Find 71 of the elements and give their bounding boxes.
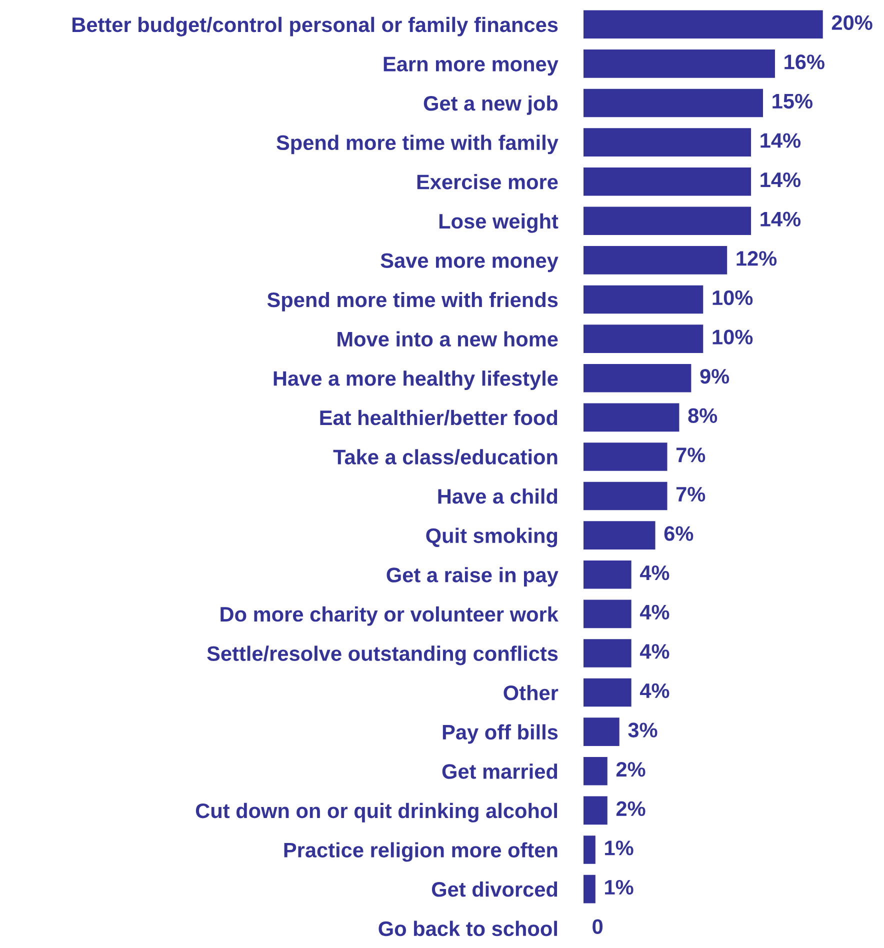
y-tick-label: Get a new job xyxy=(424,95,558,115)
data-label: 4% xyxy=(640,683,670,698)
data-label: 6% xyxy=(664,526,694,541)
data-label: 10% xyxy=(712,330,753,344)
data-label: 10% xyxy=(712,290,753,306)
data-label: 14% xyxy=(760,172,801,188)
y-tick-label: Practice religion more often xyxy=(284,842,558,862)
y-tick-label: Go back to school xyxy=(378,920,557,936)
y-tick-label: Exercise more xyxy=(417,174,558,190)
data-label: 1% xyxy=(605,880,634,895)
y-tick-label: Have a more healthy lifestyle xyxy=(274,370,558,390)
bar xyxy=(583,50,775,78)
bar xyxy=(583,167,752,196)
data-label: 16% xyxy=(784,54,824,70)
data-label: 20% xyxy=(832,15,872,30)
y-tick-label: Take a class/education xyxy=(333,449,558,465)
data-label: 1% xyxy=(605,840,634,856)
bar xyxy=(583,600,632,628)
y-tick-label: Lose weight xyxy=(439,213,558,233)
data-label: 14% xyxy=(760,133,801,148)
data-label: 8% xyxy=(688,408,718,424)
bar xyxy=(583,246,728,274)
y-tick-label: Settle/resolve outstanding conflicts xyxy=(207,646,558,666)
bar xyxy=(583,285,704,314)
bar xyxy=(583,10,823,39)
bar xyxy=(583,364,692,392)
bar xyxy=(583,521,656,550)
data-label: 2% xyxy=(616,762,646,777)
y-tick-label: Do more charity or volunteer work xyxy=(220,606,558,626)
data-label: 15% xyxy=(772,94,812,109)
bar xyxy=(583,206,752,236)
bar xyxy=(583,482,668,510)
bar xyxy=(583,403,680,432)
y-tick-label: Get a raise in pay xyxy=(386,567,558,586)
data-label: 4% xyxy=(640,604,670,620)
y-tick-label: Have a child xyxy=(438,488,558,504)
y-tick-label: Other xyxy=(504,684,558,700)
bar xyxy=(583,756,608,786)
bar xyxy=(583,128,752,156)
bar xyxy=(583,442,668,471)
data-label: 14% xyxy=(760,212,801,226)
y-tick-label: Get married xyxy=(442,764,558,779)
y-tick-label: Spend more time with friends xyxy=(267,292,558,312)
y-tick-label: Move into a new home xyxy=(338,331,558,347)
data-label: 7% xyxy=(676,486,706,502)
y-tick-label: Better budget/control personal or family finances xyxy=(72,16,558,36)
y-tick-label: Get divorced xyxy=(432,881,558,897)
bar xyxy=(583,324,704,353)
bar xyxy=(583,796,608,825)
y-tick-label: Eat healthier/better food xyxy=(320,410,558,426)
bar xyxy=(583,560,632,589)
data-label: 3% xyxy=(628,722,658,738)
data-label: 0 xyxy=(592,919,603,934)
bar xyxy=(583,88,764,118)
bar xyxy=(583,639,632,668)
data-label: 7% xyxy=(676,448,706,462)
y-tick-label: Save more money xyxy=(380,253,558,272)
y-tick-label: Earn more money xyxy=(384,56,558,76)
data-label: 9% xyxy=(700,368,730,384)
y-tick-label: Pay off bills xyxy=(442,724,558,744)
data-label: 4% xyxy=(640,566,670,580)
bar xyxy=(583,718,620,746)
y-tick-label: Cut down on or quit drinking alcohol xyxy=(196,802,557,822)
y-tick-label: Quit smoking xyxy=(426,528,558,548)
data-label: 12% xyxy=(736,251,777,266)
bar xyxy=(583,836,596,864)
bar xyxy=(583,678,632,707)
bar xyxy=(583,874,596,904)
data-label: 2% xyxy=(616,801,646,816)
y-tick-label: Spend more time with family xyxy=(276,134,558,154)
data-label: 4% xyxy=(640,644,670,659)
